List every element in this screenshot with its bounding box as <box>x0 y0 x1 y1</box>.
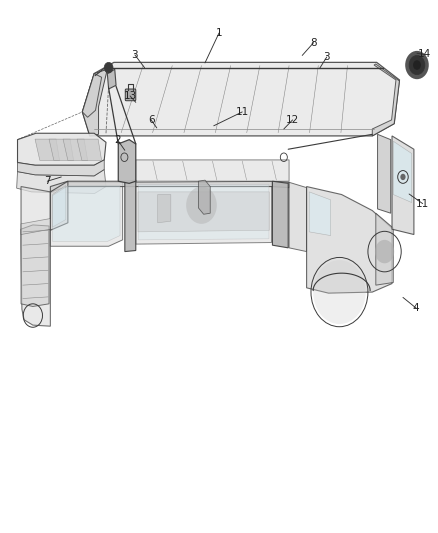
Polygon shape <box>393 141 412 203</box>
Circle shape <box>406 52 428 78</box>
Polygon shape <box>50 181 289 192</box>
Polygon shape <box>18 133 106 165</box>
Polygon shape <box>17 169 106 193</box>
Circle shape <box>409 55 425 75</box>
Polygon shape <box>53 185 120 241</box>
Polygon shape <box>136 160 289 182</box>
Polygon shape <box>21 219 50 235</box>
Circle shape <box>186 187 217 224</box>
Polygon shape <box>289 182 307 252</box>
Polygon shape <box>35 139 60 160</box>
Polygon shape <box>77 139 102 160</box>
Polygon shape <box>50 182 123 246</box>
Polygon shape <box>82 74 102 117</box>
Circle shape <box>400 174 406 180</box>
Polygon shape <box>82 62 399 136</box>
Text: 3: 3 <box>323 52 330 62</box>
Polygon shape <box>107 69 116 89</box>
Polygon shape <box>376 213 393 285</box>
Polygon shape <box>125 180 136 252</box>
Text: 1: 1 <box>215 28 223 38</box>
Polygon shape <box>158 195 171 223</box>
Polygon shape <box>49 139 74 160</box>
Text: 4: 4 <box>413 303 420 313</box>
Polygon shape <box>118 140 136 183</box>
Polygon shape <box>63 139 88 160</box>
Polygon shape <box>198 180 210 214</box>
Text: 2: 2 <box>114 135 121 144</box>
Polygon shape <box>138 184 269 240</box>
Polygon shape <box>82 69 107 136</box>
Polygon shape <box>272 181 288 248</box>
Polygon shape <box>392 136 414 235</box>
Polygon shape <box>138 192 269 232</box>
Text: 13: 13 <box>124 91 137 101</box>
Polygon shape <box>378 134 391 213</box>
Polygon shape <box>136 181 272 244</box>
Polygon shape <box>309 192 331 236</box>
Text: 12: 12 <box>286 115 299 125</box>
Text: 6: 6 <box>148 115 155 125</box>
Polygon shape <box>53 185 66 227</box>
Text: 8: 8 <box>310 38 317 47</box>
Circle shape <box>104 62 113 73</box>
Text: 14: 14 <box>417 50 431 59</box>
Polygon shape <box>307 187 392 293</box>
Circle shape <box>413 60 421 70</box>
Polygon shape <box>21 187 50 326</box>
Polygon shape <box>372 64 399 136</box>
Circle shape <box>313 260 366 324</box>
Polygon shape <box>18 160 104 176</box>
Polygon shape <box>50 181 68 230</box>
Text: 11: 11 <box>416 199 429 208</box>
Polygon shape <box>21 225 49 306</box>
Text: 3: 3 <box>131 50 138 60</box>
Text: 7: 7 <box>44 176 51 186</box>
Circle shape <box>375 240 394 263</box>
FancyBboxPatch shape <box>125 89 136 101</box>
Text: 11: 11 <box>236 107 249 117</box>
